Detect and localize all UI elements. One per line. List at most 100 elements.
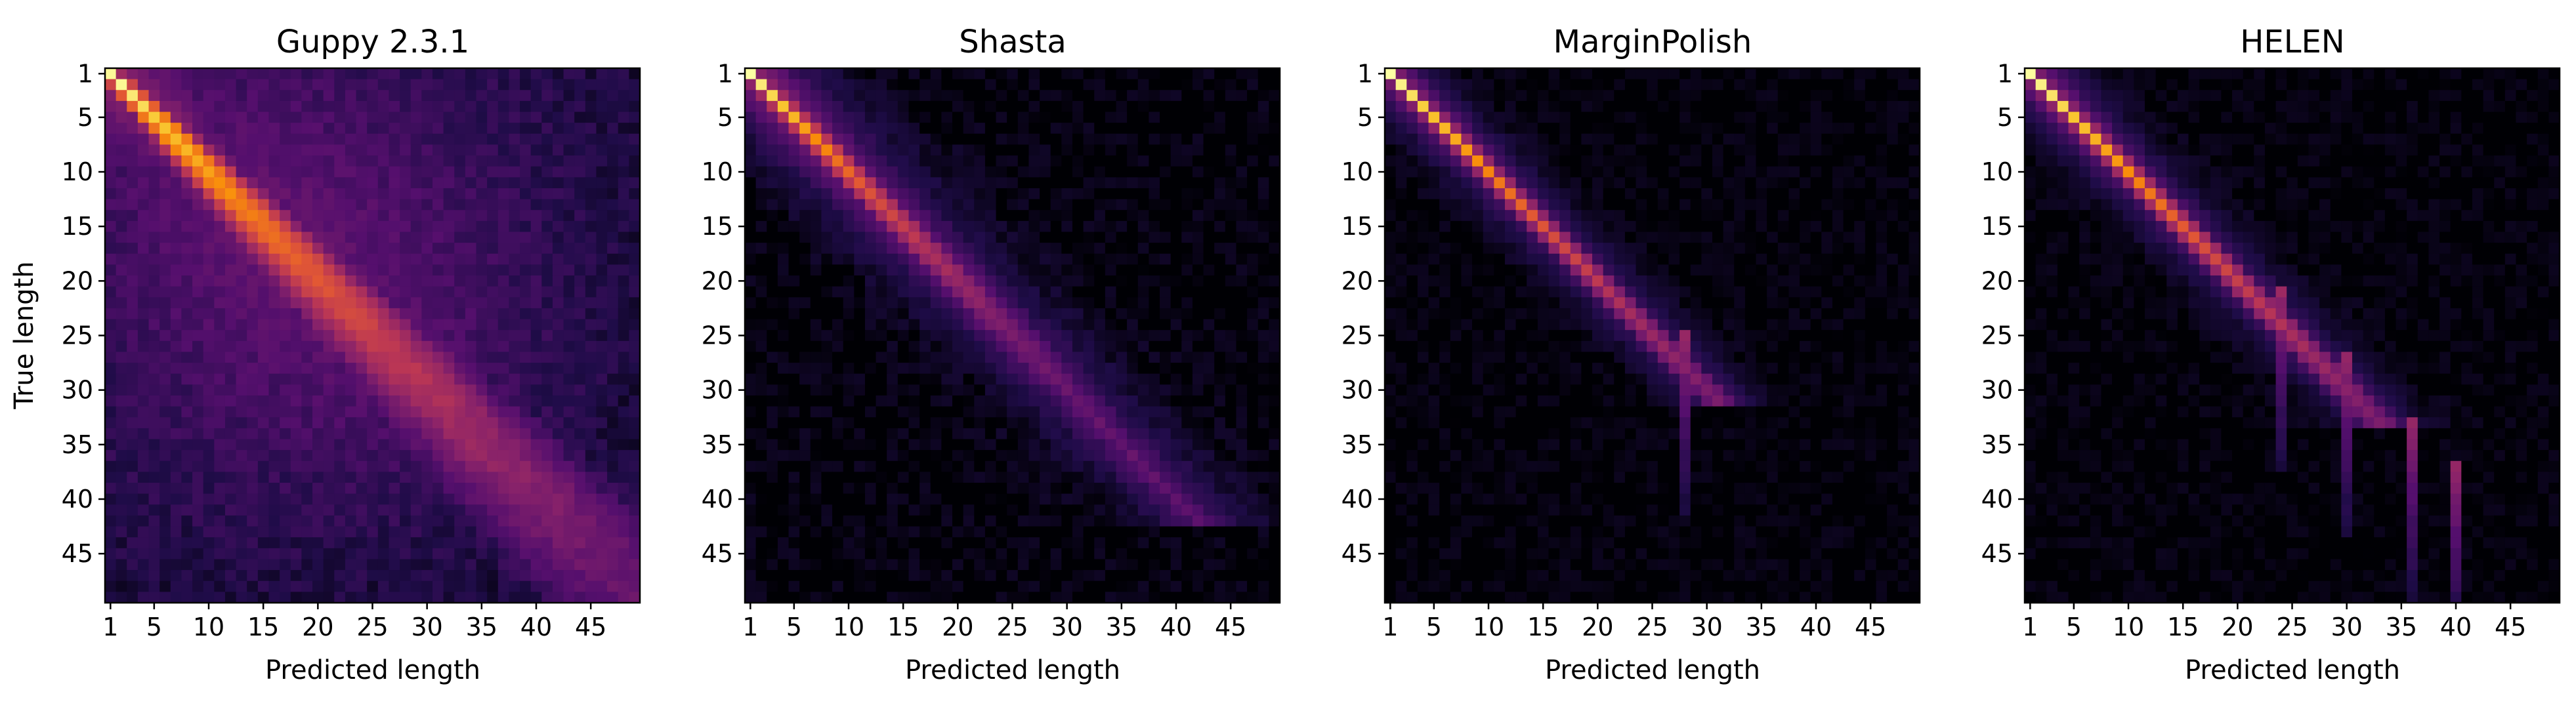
heatmap-cell — [356, 483, 368, 495]
heatmap-cell — [497, 460, 510, 473]
heatmap-cell — [257, 515, 270, 527]
heatmap-cell — [334, 177, 346, 189]
heatmap-cell — [1094, 166, 1106, 178]
heatmap-cell — [1017, 515, 1030, 527]
heatmap-cell — [454, 493, 466, 505]
heatmap-cell — [996, 340, 1007, 353]
heatmap-cell — [897, 559, 910, 571]
heatmap-cell — [224, 450, 237, 462]
heatmap-cell — [323, 166, 335, 178]
heatmap-cell — [1701, 68, 1713, 80]
heatmap-cell — [1203, 363, 1215, 375]
heatmap-cell — [280, 428, 291, 440]
heatmap-cell — [137, 472, 150, 483]
heatmap-cell — [832, 177, 844, 189]
heatmap-cell — [629, 504, 641, 516]
heatmap-cell — [334, 439, 346, 451]
heatmap-cell — [203, 559, 215, 571]
heatmap-cell — [767, 79, 778, 91]
heatmap-cell — [301, 144, 313, 156]
heatmap-cell — [887, 417, 898, 429]
heatmap-cell — [1017, 144, 1030, 156]
heatmap-cell — [497, 439, 510, 451]
heatmap-cell — [290, 428, 302, 440]
heatmap-cell — [127, 417, 138, 429]
heatmap-cell — [148, 111, 160, 123]
heatmap-cell — [301, 297, 313, 309]
heatmap-cell — [421, 133, 433, 146]
heatmap-cell — [290, 406, 302, 418]
heatmap-cell — [821, 384, 833, 396]
heatmap-cell — [585, 188, 597, 200]
y-tick-label: 1 — [717, 59, 733, 88]
heatmap-cell — [236, 592, 247, 603]
heatmap-cell — [1225, 90, 1237, 102]
heatmap-cell — [788, 144, 800, 156]
heatmap-cell — [257, 90, 270, 102]
heatmap-cell — [908, 330, 920, 342]
heatmap-cell — [301, 111, 313, 123]
heatmap-cell — [530, 428, 542, 440]
heatmap-cell — [323, 570, 335, 582]
heatmap-cell — [799, 243, 811, 254]
heatmap-cell — [607, 504, 619, 516]
heatmap-cell — [432, 526, 444, 538]
heatmap-cell — [745, 220, 757, 233]
heatmap-cell — [509, 493, 520, 505]
heatmap-cell — [497, 395, 510, 407]
heatmap-cell — [876, 428, 887, 440]
heatmap-cell — [799, 199, 811, 211]
heatmap-cell — [1203, 526, 1215, 538]
heatmap-cell — [159, 384, 171, 396]
heatmap-cell — [148, 264, 160, 276]
heatmap-cell — [607, 286, 619, 298]
heatmap-cell — [1127, 580, 1139, 592]
heatmap-cell — [192, 483, 204, 495]
heatmap-cell — [552, 428, 564, 440]
heatmap-cell — [356, 439, 368, 451]
heatmap-cell — [312, 264, 324, 276]
heatmap-cell — [930, 199, 942, 211]
heatmap-cell — [236, 123, 247, 134]
heatmap-cell — [574, 493, 586, 505]
heatmap-cell — [301, 319, 313, 331]
heatmap-cell — [629, 111, 641, 123]
heatmap-cell — [454, 450, 466, 462]
heatmap-cell — [984, 330, 997, 342]
heatmap-cell — [1116, 363, 1128, 375]
heatmap-cell — [1160, 286, 1172, 298]
heatmap-cell — [192, 199, 204, 211]
heatmap-cell — [984, 177, 997, 189]
heatmap-cell — [585, 275, 597, 287]
heatmap-cell — [1040, 210, 1051, 222]
heatmap-cell — [214, 253, 226, 265]
heatmap-cell — [443, 253, 455, 265]
heatmap-cell — [1061, 232, 1073, 243]
heatmap-cell — [377, 166, 390, 178]
heatmap-cell — [1061, 548, 1073, 560]
heatmap-cell — [257, 253, 270, 265]
heatmap-cell — [745, 460, 757, 473]
heatmap-cell — [618, 373, 629, 385]
heatmap-cell — [421, 504, 433, 516]
heatmap-cell — [1170, 133, 1182, 146]
heatmap-cell — [389, 330, 400, 342]
heatmap-cell — [1269, 177, 1280, 189]
heatmap-cell — [854, 460, 866, 473]
heatmap-cell — [1094, 308, 1106, 320]
heatmap-cell — [952, 199, 964, 211]
heatmap-cell — [1225, 570, 1237, 582]
heatmap-cell — [224, 395, 237, 407]
heatmap-cell — [1181, 330, 1193, 342]
heatmap-cell — [476, 450, 488, 462]
heatmap-cell — [1181, 483, 1193, 495]
heatmap-cell — [377, 220, 390, 233]
heatmap-cell — [497, 253, 510, 265]
heatmap-cell — [1247, 515, 1259, 527]
heatmap-cell — [443, 570, 455, 582]
heatmap-cell — [389, 253, 400, 265]
heatmap-cell — [105, 340, 117, 353]
heatmap-cell — [864, 450, 877, 462]
heatmap-cell — [301, 352, 313, 363]
heatmap-cell — [810, 297, 822, 309]
